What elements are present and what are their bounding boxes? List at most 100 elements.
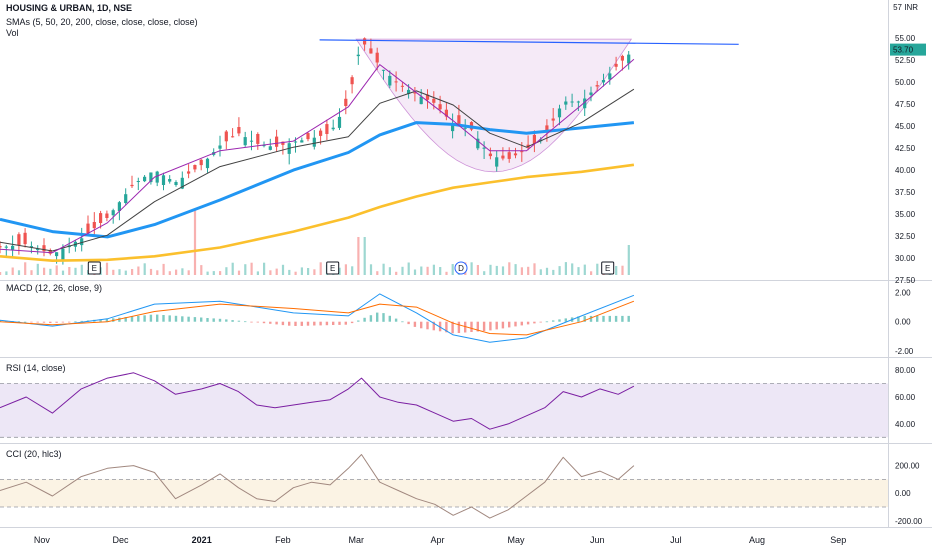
candle-body <box>476 138 480 149</box>
volume-bar <box>439 267 442 275</box>
time-axis-label: Dec <box>112 535 129 545</box>
sma20-line <box>0 88 635 252</box>
macd-histogram-bar <box>338 321 341 325</box>
macd-histogram-bar <box>369 315 373 322</box>
candle-body <box>143 176 147 182</box>
volume-bar <box>225 267 228 275</box>
volume-bar <box>508 262 511 275</box>
event-marker-label: E <box>92 264 97 273</box>
macd-histogram-bar <box>520 321 523 326</box>
volume-bar <box>181 268 184 275</box>
macd-histogram-bar <box>451 321 454 334</box>
candle-body <box>507 152 511 159</box>
event-marker[interactable] <box>454 261 468 275</box>
volume-bar <box>231 262 234 275</box>
volume-bar <box>432 264 435 275</box>
volume-bar <box>68 267 71 275</box>
macd-histogram-bar <box>526 321 530 325</box>
volume-bar <box>193 210 197 275</box>
macd-histogram-bar <box>621 315 624 322</box>
price-tick-label: 37.50 <box>895 188 916 197</box>
volume-bar <box>307 268 310 275</box>
time-axis-label: Apr <box>430 535 444 545</box>
candle-body <box>99 213 103 223</box>
volume-bar <box>558 266 561 275</box>
volume-bar <box>564 262 567 275</box>
rsi-tick-label: 40.00 <box>895 420 916 429</box>
sma50-line <box>0 121 635 239</box>
volume-bar <box>244 264 247 275</box>
volume-bar <box>539 269 542 275</box>
volume-bar <box>149 268 153 275</box>
cci-band <box>0 479 888 507</box>
cci-line <box>0 454 635 519</box>
currency-label[interactable]: 57 INR <box>893 3 918 12</box>
macd-histogram-bar <box>596 315 599 322</box>
macd-histogram-bar <box>124 317 127 322</box>
time-axis-label: Nov <box>34 535 51 545</box>
candle-body <box>262 145 266 147</box>
sma5-line <box>0 58 635 254</box>
macd-histogram-bar <box>382 313 385 322</box>
volume-bar <box>627 245 630 275</box>
volume-bar <box>11 267 14 275</box>
macd-tick-label: -2.00 <box>895 347 914 356</box>
volume-bar <box>250 262 253 275</box>
macd-histogram-bar <box>445 321 448 333</box>
macd-histogram-bar <box>608 315 611 322</box>
candle-body <box>23 232 27 245</box>
time-axis-label: Mar <box>348 535 364 545</box>
rsi-band <box>0 383 888 438</box>
volume-bar <box>476 265 479 275</box>
rsi-tick-label: 60.00 <box>895 393 916 402</box>
cci-tick-label: 0.00 <box>895 489 911 498</box>
rsi-tick-label: 80.00 <box>895 366 916 375</box>
macd-histogram-bar <box>495 321 498 330</box>
price-tick-label: 30.00 <box>895 254 916 263</box>
macd-histogram-bar <box>55 321 58 323</box>
candle-body <box>438 104 442 110</box>
event-marker[interactable] <box>87 261 101 275</box>
macd-histogram-bar <box>80 320 83 322</box>
volume-bar <box>294 271 297 275</box>
volume-bar <box>571 263 574 275</box>
macd-histogram-bar <box>394 318 398 322</box>
volume-bar <box>162 263 165 275</box>
candle-body <box>193 165 197 170</box>
candle-body <box>495 157 499 167</box>
candle-body <box>488 153 492 157</box>
candle-body <box>218 145 222 149</box>
event-marker[interactable] <box>326 261 340 275</box>
candle-body <box>306 133 310 140</box>
macd-histogram-bar <box>118 317 121 322</box>
candle-body <box>331 127 335 130</box>
volume-bar <box>80 264 83 275</box>
candle-body <box>117 202 121 211</box>
macd-histogram-bar <box>237 320 241 322</box>
macd-histogram-bar <box>300 321 303 326</box>
candle-body <box>243 137 247 146</box>
macd-histogram-bar <box>200 317 203 322</box>
candle-body <box>187 171 191 174</box>
macd-histogram-bar <box>168 315 171 322</box>
volume-bar <box>256 271 259 275</box>
macd-histogram-bar <box>464 321 467 333</box>
candle-body <box>451 123 455 132</box>
price-tick-label: 55.00 <box>895 34 916 43</box>
candle-body <box>180 177 184 189</box>
event-marker[interactable] <box>601 261 615 275</box>
time-axis-label: Feb <box>275 535 291 545</box>
volume-bar <box>263 262 266 275</box>
candle-body <box>381 69 386 71</box>
macd-histogram-bar <box>281 321 285 326</box>
price-tick-label: 47.50 <box>895 100 916 109</box>
macd-histogram-bar <box>426 321 429 330</box>
macd-histogram-bar <box>225 319 228 322</box>
macd-histogram-bar <box>401 321 404 323</box>
volume-bar <box>212 271 215 275</box>
candle-body <box>532 134 536 144</box>
candle-body <box>105 213 109 218</box>
price-badge-label: 53.70 <box>893 46 914 55</box>
macd-histogram-bar <box>269 321 272 324</box>
